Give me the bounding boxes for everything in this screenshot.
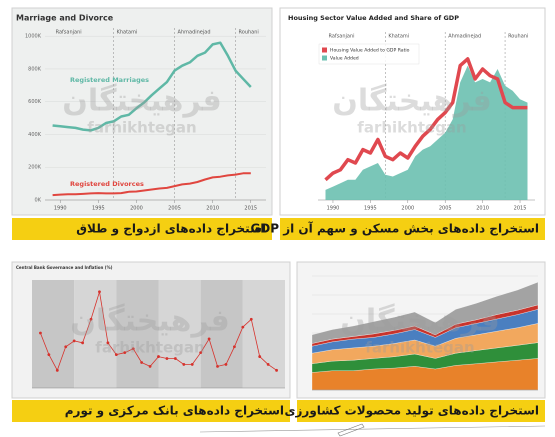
point — [114, 353, 118, 357]
era-label: Rafsanjani — [56, 30, 82, 36]
point — [148, 365, 152, 368]
x-tick-label: 2005 — [168, 206, 181, 212]
era-band — [200, 280, 243, 388]
point — [55, 368, 59, 372]
watermark: فرهیختگان — [62, 83, 222, 119]
point — [266, 363, 270, 366]
watermark: farhikhtegan — [87, 119, 196, 137]
point — [140, 361, 144, 364]
decor-pen — [337, 423, 365, 437]
point — [275, 368, 278, 372]
x-tick-label: 2010 — [206, 206, 219, 212]
point — [89, 317, 93, 321]
chart-title: Housing Sector Value Added and Share of … — [288, 14, 459, 22]
point — [173, 357, 177, 360]
point — [131, 347, 135, 351]
era-label: Rouhani — [239, 30, 259, 36]
panel-bg — [11, 7, 273, 216]
point — [64, 345, 68, 349]
watermark: فرهیختگان — [332, 83, 492, 119]
caption-bar — [12, 218, 272, 240]
stacked-area — [311, 281, 539, 344]
point — [233, 345, 236, 349]
legend-label: Value Added — [330, 56, 359, 62]
point — [241, 325, 245, 329]
chart-title: Marriage and Divorce — [16, 14, 114, 23]
era-label: Ahmadinejad — [448, 34, 481, 40]
chart-title: Central Bank Governance and Inflation (%… — [16, 265, 113, 270]
caption: استخراج داده‌های ازدواج و طلاق — [76, 222, 266, 237]
x-tick-label: 2005 — [439, 206, 452, 212]
watermark: فرهیختگان — [70, 303, 230, 339]
series-label: Registered Divorces — [70, 180, 144, 188]
era-band — [32, 280, 75, 388]
watermark: farhikhtegan — [95, 339, 204, 357]
point — [98, 290, 101, 294]
y-tick-label: 200K — [28, 165, 42, 171]
caption: استخراج داده‌های بخش مسکن و سهم آن از GD… — [250, 221, 539, 237]
point — [216, 365, 219, 368]
point — [190, 363, 194, 366]
y-tick-label: 800K — [28, 66, 42, 72]
line — [52, 41, 252, 132]
era-band — [116, 280, 159, 388]
era-label: Ahmadinejad — [178, 30, 211, 36]
x-tick-label: 1995 — [92, 206, 105, 212]
era-label: Rafsanjani — [328, 34, 354, 40]
y-tick-label: 600K — [28, 99, 42, 105]
point — [123, 351, 127, 355]
point — [258, 355, 262, 358]
point — [157, 355, 160, 358]
line — [324, 57, 528, 182]
point — [199, 351, 203, 355]
plots: Marriage and Divorce 0K 200K 400K 600K 800K 10… — [16, 14, 539, 391]
point — [165, 357, 169, 360]
y-tick-label: 400K — [28, 132, 42, 138]
era-band — [242, 280, 285, 388]
era-band — [158, 280, 201, 388]
caption-bar — [297, 400, 545, 422]
x-tick-label: 2000 — [130, 206, 143, 212]
y-tick-label: 0K — [35, 198, 42, 204]
series-label: Registered Marriages — [70, 76, 149, 84]
y-tick-label: 1000K — [25, 34, 42, 40]
legend-box — [318, 43, 420, 65]
point — [207, 337, 211, 341]
caption: استخراج داده‌های بانک مرکزی و تورم — [65, 404, 284, 419]
area — [325, 65, 528, 200]
decor-line — [199, 425, 546, 433]
watermark: farhikhtegan — [357, 119, 466, 137]
era-label: Khatami — [388, 34, 409, 40]
x-tick-label: 2015 — [514, 206, 527, 212]
x-tick-label: 1995 — [364, 206, 377, 212]
point — [106, 341, 110, 345]
point — [72, 339, 76, 343]
watermark: farhikhtegan — [365, 339, 474, 357]
era-label: Rouhani — [508, 34, 528, 40]
caption-bar — [12, 400, 290, 422]
era-band — [74, 280, 117, 388]
legend-label: Housing Value Added to GDP Ratio — [330, 48, 410, 54]
x-tick-label: 2015 — [244, 206, 257, 212]
point — [47, 353, 51, 357]
era-label: Khatami — [117, 30, 138, 36]
x-tick-label: 1990 — [54, 206, 67, 212]
watermark: فرهیختگان — [340, 303, 500, 339]
x-tick-label: 1990 — [327, 206, 340, 212]
caption: استخراج داده‌های تولید محصولات کشاورزی — [285, 404, 540, 419]
x-tick-label: 2010 — [476, 206, 489, 212]
point — [39, 331, 42, 335]
x-tick-label: 2000 — [401, 206, 414, 212]
point — [182, 363, 186, 366]
point — [81, 341, 84, 345]
point — [224, 363, 228, 366]
point — [249, 317, 253, 321]
legend-swatch — [322, 55, 327, 61]
legend-swatch — [322, 47, 327, 53]
caption-bar — [280, 218, 545, 240]
line — [52, 172, 251, 197]
